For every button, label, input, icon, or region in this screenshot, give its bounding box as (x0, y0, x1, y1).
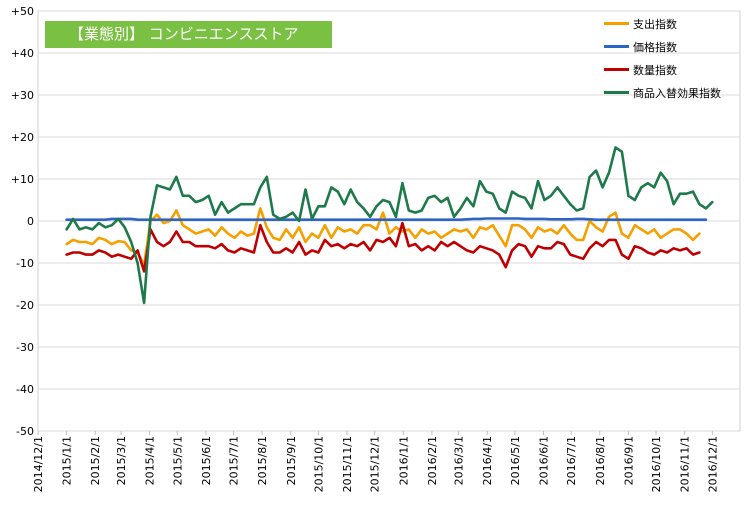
y-tick-label: -30 (16, 341, 34, 354)
x-tick-label: 2016/1/1 (397, 436, 410, 485)
legend-label-replacement: 商品入替効果指数 (633, 87, 721, 100)
x-tick-label: 2016/11/1 (679, 436, 692, 492)
x-tick-label: 2015/4/1 (144, 436, 157, 485)
x-tick-label: 2016/8/1 (594, 436, 607, 485)
x-tick-label: 2014/12/1 (32, 436, 45, 492)
series-line-2 (65, 221, 701, 273)
x-tick-label: 2015/8/1 (256, 436, 269, 485)
y-tick-label: -10 (16, 257, 34, 270)
y-tick-label: 0 (27, 215, 34, 228)
legend-swatch-replacement (604, 91, 629, 94)
x-tick-label: 2016/9/1 (622, 436, 635, 485)
x-tick-label: 2016/5/1 (509, 436, 522, 485)
x-tick-label: 2015/2/1 (89, 436, 102, 485)
y-tick-label: -50 (16, 425, 34, 438)
series-line-1 (65, 217, 708, 221)
legend-swatch-price (604, 45, 629, 48)
x-tick-label: 2015/9/1 (285, 436, 298, 485)
x-tick-label: 2016/3/1 (453, 436, 466, 485)
x-tick-label: 2015/5/1 (171, 436, 184, 485)
x-tick-label: 2016/12/1 (706, 436, 719, 492)
x-tick-label: 2015/6/1 (200, 436, 213, 485)
x-tick-label: 2016/10/1 (650, 436, 663, 492)
legend-swatch-quantity (604, 68, 629, 71)
legend-label-expenditure: 支出指数 (633, 18, 677, 31)
x-tick-label: 2015/1/1 (61, 436, 74, 485)
x-tick-label: 2015/3/1 (115, 436, 128, 485)
y-tick-label: +10 (11, 173, 34, 186)
y-tick-label: +40 (11, 47, 34, 60)
y-tick-label: -40 (16, 383, 34, 396)
x-tick-label: 2016/7/1 (565, 436, 578, 485)
x-tick-label: 2015/7/1 (228, 436, 241, 485)
x-tick-label: 2015/12/1 (369, 436, 382, 492)
x-tick-label: 2016/2/1 (426, 436, 439, 485)
x-tick-label: 2015/11/1 (341, 436, 354, 492)
chart-title: 【業態別】 コンビニエンスストア (45, 21, 332, 48)
y-tick-label: +20 (11, 131, 34, 144)
x-tick-label: 2016/4/1 (481, 436, 494, 485)
legend-swatch-expenditure (604, 22, 629, 25)
x-tick-label: 2015/10/1 (312, 436, 325, 492)
y-tick-label: -20 (16, 299, 34, 312)
y-tick-label: +30 (11, 89, 34, 102)
series-line-0 (65, 207, 701, 267)
x-tick-label: 2016/6/1 (538, 436, 551, 485)
y-tick-label: +50 (11, 5, 34, 18)
series-line-3 (65, 146, 714, 305)
legend-label-price: 価格指数 (633, 41, 677, 54)
legend-label-quantity: 数量指数 (633, 64, 677, 77)
